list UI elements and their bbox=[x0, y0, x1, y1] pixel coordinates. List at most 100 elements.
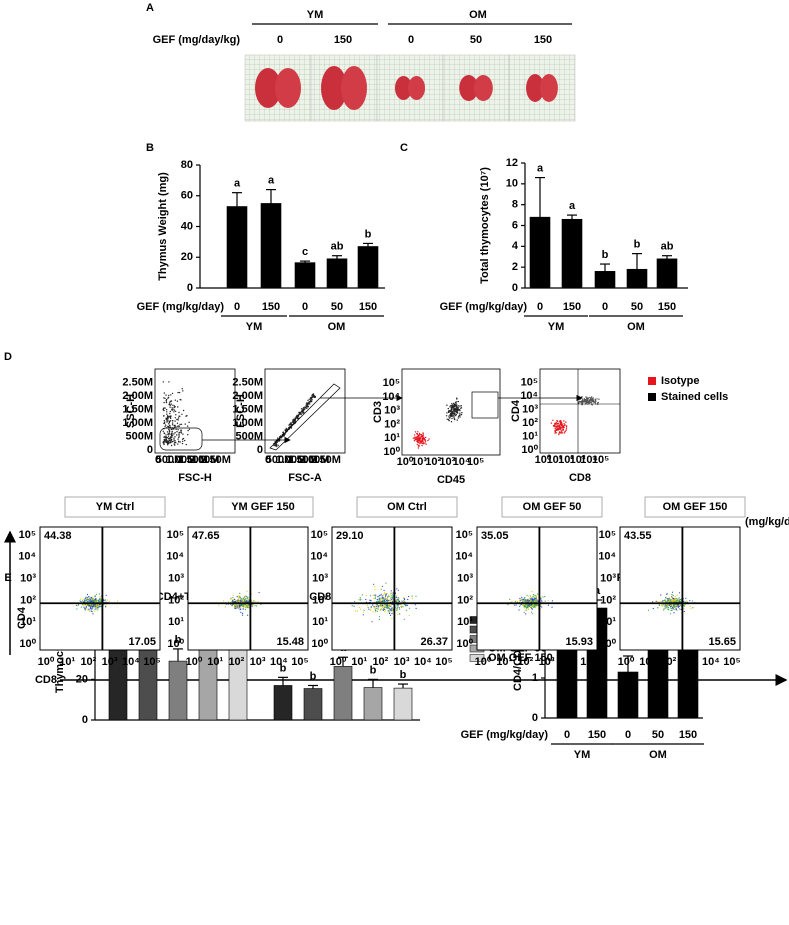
dose: 0 bbox=[277, 34, 283, 46]
log-tick: 10⁴ bbox=[598, 551, 616, 563]
event-dot bbox=[391, 607, 393, 609]
event-dot bbox=[162, 441, 164, 444]
y-tick-label: 8 bbox=[512, 199, 518, 211]
event-dot bbox=[449, 406, 451, 408]
log-tick: 10¹ bbox=[207, 656, 223, 668]
event-dot bbox=[244, 608, 246, 611]
event-dot bbox=[379, 605, 382, 607]
event-dot bbox=[673, 601, 675, 603]
y-tick-label: 0 bbox=[532, 712, 538, 724]
event-dot bbox=[531, 605, 533, 608]
event-dot bbox=[675, 609, 678, 611]
event-dot bbox=[311, 399, 313, 401]
event-dot bbox=[537, 593, 539, 595]
event-dot bbox=[382, 598, 384, 600]
event-dot bbox=[164, 425, 166, 428]
event-dot bbox=[666, 601, 668, 603]
y-axis-label: Total thymocytes (10⁷) bbox=[479, 167, 491, 284]
event-dot bbox=[294, 417, 297, 420]
event-dot bbox=[166, 413, 168, 415]
event-dot bbox=[524, 605, 526, 607]
event-dot bbox=[229, 598, 232, 600]
event-dot bbox=[237, 604, 239, 606]
event-dot bbox=[169, 440, 171, 442]
event-dot bbox=[251, 605, 253, 607]
event-dot bbox=[592, 400, 595, 402]
event-dot bbox=[370, 606, 372, 608]
event-dot bbox=[451, 412, 453, 414]
event-dot bbox=[177, 406, 179, 408]
event-dot bbox=[274, 444, 277, 446]
event-dot bbox=[85, 607, 87, 609]
event-dot bbox=[529, 606, 531, 608]
event-dot bbox=[247, 596, 249, 599]
event-dot bbox=[383, 608, 385, 610]
legend-label: Stained cells bbox=[661, 391, 728, 403]
gating-tick: 10⁵ bbox=[592, 454, 609, 466]
event-dot bbox=[255, 601, 257, 603]
event-dot bbox=[594, 399, 597, 401]
event-dot bbox=[313, 396, 316, 399]
event-dot bbox=[178, 425, 181, 427]
event-dot bbox=[399, 608, 401, 610]
event-dot bbox=[671, 591, 674, 593]
event-dot bbox=[557, 422, 560, 425]
event-dot bbox=[527, 601, 530, 603]
bar bbox=[617, 671, 639, 719]
event-dot bbox=[165, 441, 167, 443]
event-dot bbox=[581, 402, 583, 404]
event-dot bbox=[351, 605, 353, 607]
event-dot bbox=[84, 609, 86, 611]
event-dot bbox=[454, 401, 457, 403]
legend-swatch bbox=[648, 393, 656, 401]
event-dot bbox=[669, 604, 672, 606]
event-dot bbox=[88, 599, 90, 601]
event-dot bbox=[100, 605, 102, 608]
log-tick: 10¹ bbox=[600, 616, 616, 628]
event-dot bbox=[174, 440, 176, 442]
event-dot bbox=[406, 604, 408, 607]
event-dot bbox=[523, 601, 525, 603]
lower-right-percent: 15.48 bbox=[276, 636, 304, 648]
event-dot bbox=[162, 381, 164, 383]
log-tick: 10⁰ bbox=[186, 656, 203, 668]
event-dot bbox=[446, 404, 448, 406]
event-dot bbox=[235, 606, 237, 609]
event-dot bbox=[514, 600, 517, 603]
event-dot bbox=[397, 599, 399, 601]
event-dot bbox=[413, 440, 416, 442]
sample-title-box bbox=[644, 496, 746, 518]
event-dot bbox=[692, 607, 694, 609]
event-dot bbox=[389, 614, 392, 616]
gating-tick: 500M bbox=[266, 454, 294, 466]
event-dot bbox=[565, 426, 568, 428]
gating-tick: 10⁵ bbox=[467, 456, 484, 468]
event-dot bbox=[425, 443, 427, 445]
event-dot bbox=[402, 606, 405, 608]
gating-y-label: CD3 bbox=[372, 401, 384, 423]
event-dot bbox=[390, 592, 392, 594]
event-dot bbox=[309, 403, 311, 405]
event-dot bbox=[527, 605, 530, 608]
log-tick: 10⁵ bbox=[435, 656, 452, 668]
log-tick: 10⁰ bbox=[311, 638, 328, 650]
event-dot bbox=[177, 429, 179, 431]
gating-tick: 10¹ bbox=[384, 432, 400, 444]
event-dot bbox=[531, 597, 533, 599]
x-tick-label: 150 bbox=[262, 301, 280, 313]
event-dot bbox=[537, 600, 539, 603]
log-tick: 10⁰ bbox=[167, 638, 184, 650]
event-dot bbox=[523, 599, 525, 601]
event-dot bbox=[174, 420, 176, 422]
event-dot bbox=[457, 417, 459, 419]
log-tick: 10⁰ bbox=[38, 656, 55, 668]
event-dot bbox=[559, 429, 561, 431]
event-dot bbox=[375, 594, 377, 596]
event-dot bbox=[533, 599, 536, 601]
significance-letter: b bbox=[365, 228, 372, 240]
event-dot bbox=[680, 600, 682, 603]
event-dot bbox=[384, 604, 386, 606]
event-dot bbox=[514, 603, 516, 606]
event-dot bbox=[163, 443, 165, 446]
event-dot bbox=[165, 438, 168, 441]
